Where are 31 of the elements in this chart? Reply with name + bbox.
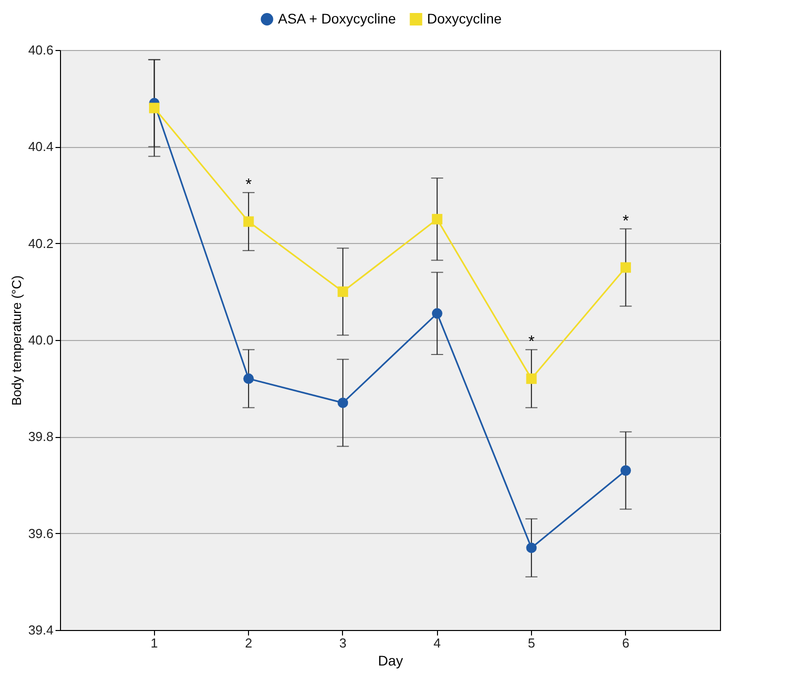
y-tick-label: 40.4 [28,139,54,154]
point [338,398,348,408]
point [338,286,348,297]
y-tick-label: 40.2 [28,236,54,251]
y-tick-label: 40.0 [28,332,54,348]
annotation: * [622,212,629,230]
point [620,465,631,476]
y-tick-label: 39.4 [28,622,54,638]
annotation: * [245,176,252,194]
x-tick-label: 6 [622,636,630,650]
legend-label: Doxycycline [427,10,502,26]
y-tick-label: 40.6 [28,42,54,58]
x-tick-label: 3 [339,636,346,650]
point [432,214,442,224]
point [432,308,442,319]
legend-label: ASA + Doxycycline [278,10,396,26]
annotation: * [528,334,535,351]
point [149,102,160,114]
y-tick-label: 39.8 [28,429,54,444]
x-tick-label: 4 [434,636,441,650]
point [526,542,537,554]
point [243,373,254,384]
point [526,373,537,384]
x-axis-title: Day [378,652,403,668]
point [620,262,631,273]
y-tick-label: 39.6 [28,526,54,541]
point [243,216,254,227]
x-tick-label: 2 [244,636,252,650]
y-axis-title: Body temperature (°C) [9,275,24,406]
x-tick-label: 5 [528,636,536,650]
x-tick-label: 1 [150,636,158,650]
